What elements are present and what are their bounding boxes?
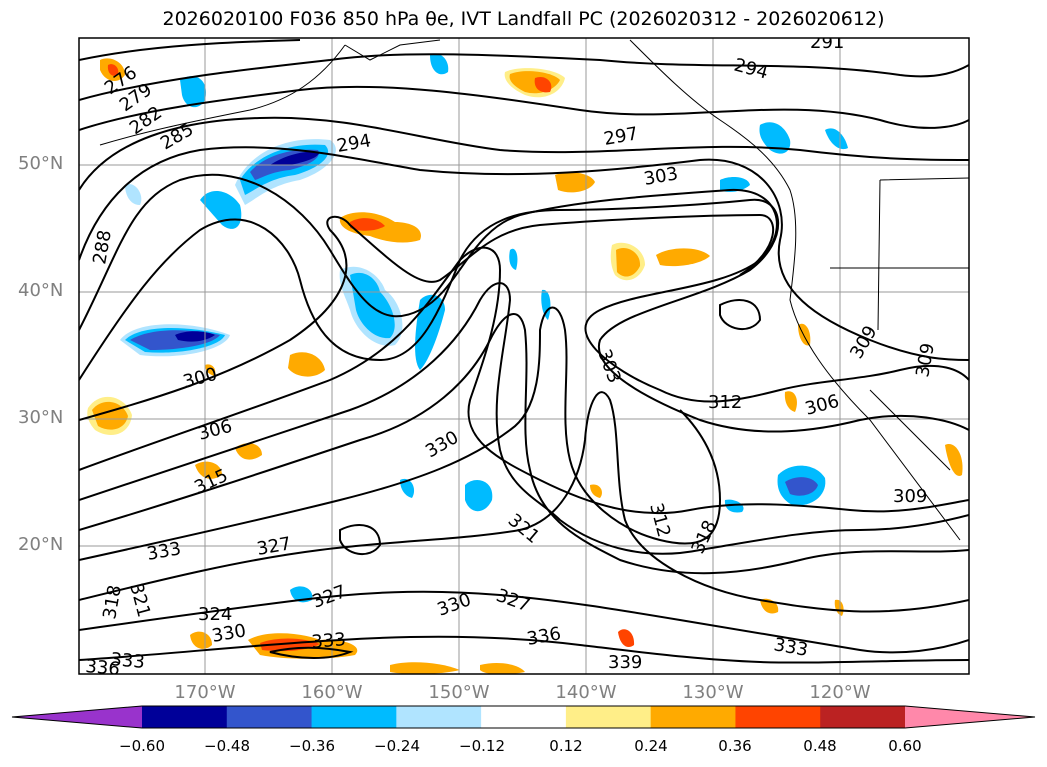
colorbar-segment (735, 706, 821, 728)
colorbar-segment (650, 706, 736, 728)
pc-shading-positive (87, 58, 963, 674)
colorbar-tick-label: −0.36 (289, 737, 335, 755)
theta-e-contours (79, 39, 969, 664)
colorbar (11, 705, 1036, 729)
contour-label: 333 (311, 629, 347, 653)
lat-label-50n: 50°N (18, 153, 64, 174)
map-title: 2026020100 F036 850 hPa θe, IVT Landfall… (162, 8, 885, 30)
lon-label-160w: 160°W (301, 682, 363, 703)
lat-label-20n: 20°N (18, 534, 64, 555)
colorbar-segment (396, 706, 482, 728)
lat-label-40n: 40°N (18, 280, 64, 301)
coastlines (99, 39, 969, 541)
colorbar-tick-label: 0.12 (549, 737, 583, 755)
lon-label-130w: 130°W (682, 682, 744, 703)
colorbar-segment (226, 706, 313, 728)
contour-label: 336 (85, 656, 121, 680)
lon-label-170w: 170°W (174, 682, 236, 703)
colorbar-tick-label: −0.60 (119, 737, 165, 755)
colorbar-tick-label: 0.48 (803, 737, 837, 755)
colorbar-extend-min (12, 706, 142, 728)
lat-label-30n: 30°N (18, 407, 64, 428)
colorbar-tick-label: −0.48 (204, 737, 250, 755)
map-plot-area: 276 279 282 285 288 291 294 294 297 300 … (79, 32, 969, 680)
colorbar-outline (11, 705, 1036, 729)
colorbar-segment (311, 706, 397, 728)
colorbar-tick-label: −0.24 (374, 737, 420, 755)
contour-label: 312 (708, 392, 742, 413)
colorbar-segment (565, 706, 652, 728)
graticule (79, 38, 969, 674)
colorbar-segment (481, 706, 567, 728)
colorbar-segment (820, 706, 906, 728)
colorbar-segment (142, 706, 228, 728)
lon-label-150w: 150°W (428, 682, 490, 703)
colorbar-tick-label: −0.12 (459, 737, 505, 755)
map-frame (78, 37, 970, 675)
lon-label-140w: 140°W (555, 682, 617, 703)
pc-shading-negative (120, 53, 848, 603)
colorbar-tick-label: 0.60 (888, 737, 922, 755)
contour-label: 339 (608, 652, 642, 673)
colorbar-tick-label: 0.36 (718, 737, 752, 755)
contour-label: 333 (110, 649, 146, 673)
colorbar-tick-label: 0.24 (634, 737, 668, 755)
contour-label: 324 (198, 604, 232, 625)
contour-label: 291 (810, 32, 844, 53)
contour-label: 309 (893, 486, 927, 507)
lon-label-120w: 120°W (809, 682, 871, 703)
colorbar-extend-max (905, 706, 1035, 728)
